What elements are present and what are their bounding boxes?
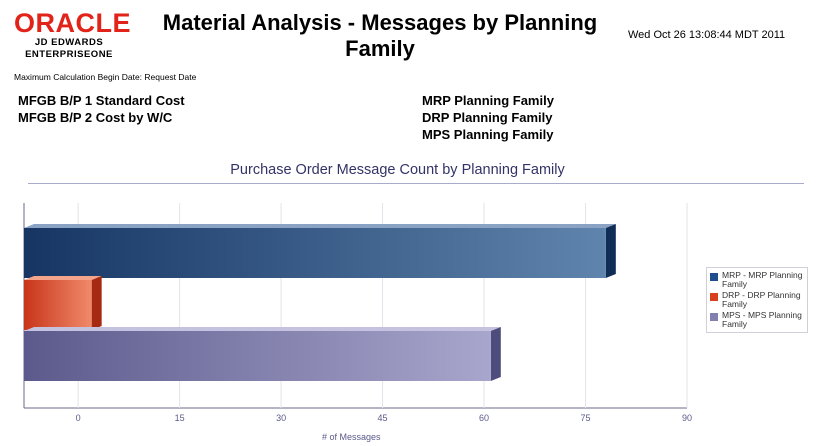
legend-item: DRP - DRP Planning Family [707,290,807,310]
legend-label: MRP - MRP Planning Family [722,270,803,289]
planning-family-list: MRP Planning Family DRP Planning Family … [422,92,554,143]
legend-label: MPS - MPS Planning Family [722,310,802,329]
bar-side-face [605,224,616,278]
bar [24,228,606,278]
logo-jd-edwards-text: JD EDWARDS [34,37,104,48]
x-tick-label: 45 [378,413,388,423]
x-tick-label: 15 [175,413,185,423]
report-timestamp: Wed Oct 26 13:08:44 MDT 2011 [628,29,786,41]
oracle-logo: ORACLE JD EDWARDS ENTERPRISEONE [14,8,131,61]
bar [24,331,491,381]
chart-title: Purchase Order Message Count by Planning… [230,162,565,178]
bar-top-face [24,327,501,331]
logo-enterpriseone-text: ENTERPRISEONE [25,49,113,60]
x-tick-label: 75 [581,413,591,423]
planning-family-item: MPS Planning Family [422,127,554,142]
legend-item: MPS - MPS Planning Family [707,310,807,330]
x-tick-label: 30 [276,413,286,423]
bar-side-face [490,327,501,381]
chart-title-divider [28,183,804,184]
bar [24,280,92,330]
bar-chart: 0 15 30 45 60 75 90 [23,203,692,423]
planning-family-item: MRP Planning Family [422,93,554,108]
chart-legend: MRP - MRP Planning Family DRP - DRP Plann… [706,267,808,333]
branch-plant-item: MFGB B/P 2 Cost by W/C [18,110,173,125]
branch-plant-item: MFGB B/P 1 Standard Cost [18,93,185,108]
x-axis-label: # of Messages [322,432,381,442]
legend-item: MRP - MRP Planning Family [707,270,807,290]
legend-label: DRP - DRP Planning Family [722,290,801,309]
branch-plant-list: MFGB B/P 1 Standard Cost MFGB B/P 2 Cost… [18,92,185,126]
x-tick-label: 90 [682,413,692,423]
max-calc-date-note: Maximum Calculation Begin Date: Request … [14,72,197,82]
bar-side-face [91,276,102,330]
legend-swatch [710,313,718,321]
legend-swatch [710,273,718,281]
planning-family-item: DRP Planning Family [422,110,553,125]
logo-oracle-text: ORACLE [14,8,131,38]
x-tick-label: 60 [479,413,489,423]
bar-top-face [24,224,616,228]
bar-top-face [24,276,102,280]
legend-swatch [710,293,718,301]
x-tick-label: 0 [76,413,81,423]
report-title: Material Analysis - Messages by Planning… [162,10,598,61]
